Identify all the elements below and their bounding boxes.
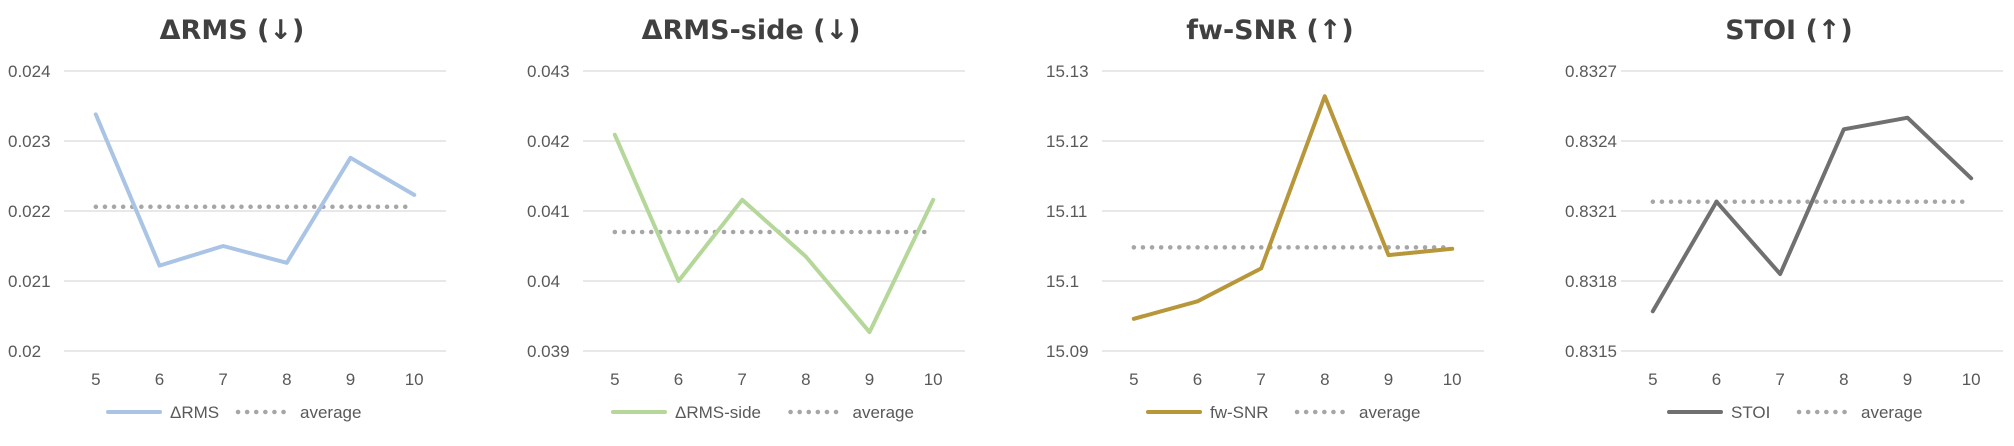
- chart-panel-4: STOI (↑) 0.8315 0.8318 0.8321 0.8324 0.8327 5 6…: [1565, 15, 2003, 422]
- chart-title: ΔRMS (↓): [160, 15, 305, 46]
- y-tick-label: 0.04: [527, 272, 560, 291]
- x-tick-label: 10: [1962, 370, 1981, 389]
- y-tick-label: 0.039: [527, 342, 570, 361]
- x-tick-label: 7: [737, 370, 746, 389]
- series-line-stoi: [1650, 115, 1974, 314]
- chart-panel-3: fw-SNR (↑) 15.09 15.1 15.11 15.12 15.13 5 6 7 8 9 1…: [1046, 15, 1484, 422]
- y-tick-label: 0.024: [8, 62, 51, 81]
- x-tick-label: 8: [282, 370, 291, 389]
- x-tick-label: 10: [924, 370, 943, 389]
- y-tick-label: 0.8318: [1565, 272, 1617, 291]
- y-tick-label: 0.023: [8, 132, 51, 151]
- y-tick-label: 15.13: [1046, 62, 1089, 81]
- x-tick-label: 8: [801, 370, 810, 389]
- x-tick-label: 5: [91, 370, 100, 389]
- x-tick-label: 5: [610, 370, 619, 389]
- y-tick-label: 0.8324: [1565, 132, 1617, 151]
- y-tick-label: 0.021: [8, 272, 51, 291]
- chart-title: STOI (↑): [1725, 15, 1853, 46]
- chart-panel-1: ΔRMS (↓) 0.02 0.021 0.022 0.023 0.024 5 6 7 8 9 10 Δ…: [8, 15, 446, 422]
- chart-panel-2: ΔRMS-side (↓) 0.039 0.04 0.041 0.042 0.043 5 6 7…: [527, 15, 965, 422]
- x-tick-label: 7: [1775, 370, 1784, 389]
- y-tick-label: 15.1: [1046, 272, 1079, 291]
- series-line-fw-snr: [1131, 94, 1455, 321]
- x-tick-label: 6: [1712, 370, 1721, 389]
- y-tick-label: 15.09: [1046, 342, 1089, 361]
- x-tick-label: 7: [218, 370, 227, 389]
- chart-title: ΔRMS-side (↓): [642, 15, 861, 46]
- y-tick-label: 15.12: [1046, 132, 1089, 151]
- y-tick-label: 0.02: [8, 342, 41, 361]
- x-tick-label: 10: [405, 370, 424, 389]
- x-tick-label: 6: [1193, 370, 1202, 389]
- y-tick-label: 0.043: [527, 62, 570, 81]
- y-tick-label: 0.8315: [1565, 342, 1617, 361]
- legend-label: fw-SNR: [1210, 403, 1269, 422]
- legend-label: ΔRMS: [170, 403, 219, 422]
- y-tick-label: 0.041: [527, 202, 570, 221]
- x-tick-label: 8: [1839, 370, 1848, 389]
- legend-label: average: [300, 403, 361, 422]
- x-tick-label: 6: [674, 370, 683, 389]
- y-tick-label: 0.8321: [1565, 202, 1617, 221]
- legend-label: average: [1359, 403, 1420, 422]
- x-tick-label: 7: [1256, 370, 1265, 389]
- y-tick-label: 15.11: [1046, 202, 1087, 221]
- legend-label: ΔRMS-side: [675, 403, 761, 422]
- x-tick-label: 9: [865, 370, 874, 389]
- x-tick-label: 6: [155, 370, 164, 389]
- legend-label: average: [853, 403, 914, 422]
- x-tick-label: 5: [1648, 370, 1657, 389]
- x-tick-label: 9: [346, 370, 355, 389]
- y-tick-label: 0.022: [8, 202, 51, 221]
- x-tick-label: 10: [1443, 370, 1462, 389]
- series-line-rms-side: [612, 132, 936, 335]
- series-line-rms: [93, 112, 417, 268]
- x-tick-label: 9: [1903, 370, 1912, 389]
- chart-title: fw-SNR (↑): [1186, 15, 1353, 46]
- legend-label: STOI: [1731, 403, 1770, 422]
- x-tick-label: 8: [1320, 370, 1329, 389]
- legend-label: average: [1861, 403, 1922, 422]
- y-tick-label: 0.8327: [1565, 62, 1617, 81]
- x-tick-label: 9: [1384, 370, 1393, 389]
- x-tick-label: 5: [1129, 370, 1138, 389]
- y-tick-label: 0.042: [527, 132, 570, 151]
